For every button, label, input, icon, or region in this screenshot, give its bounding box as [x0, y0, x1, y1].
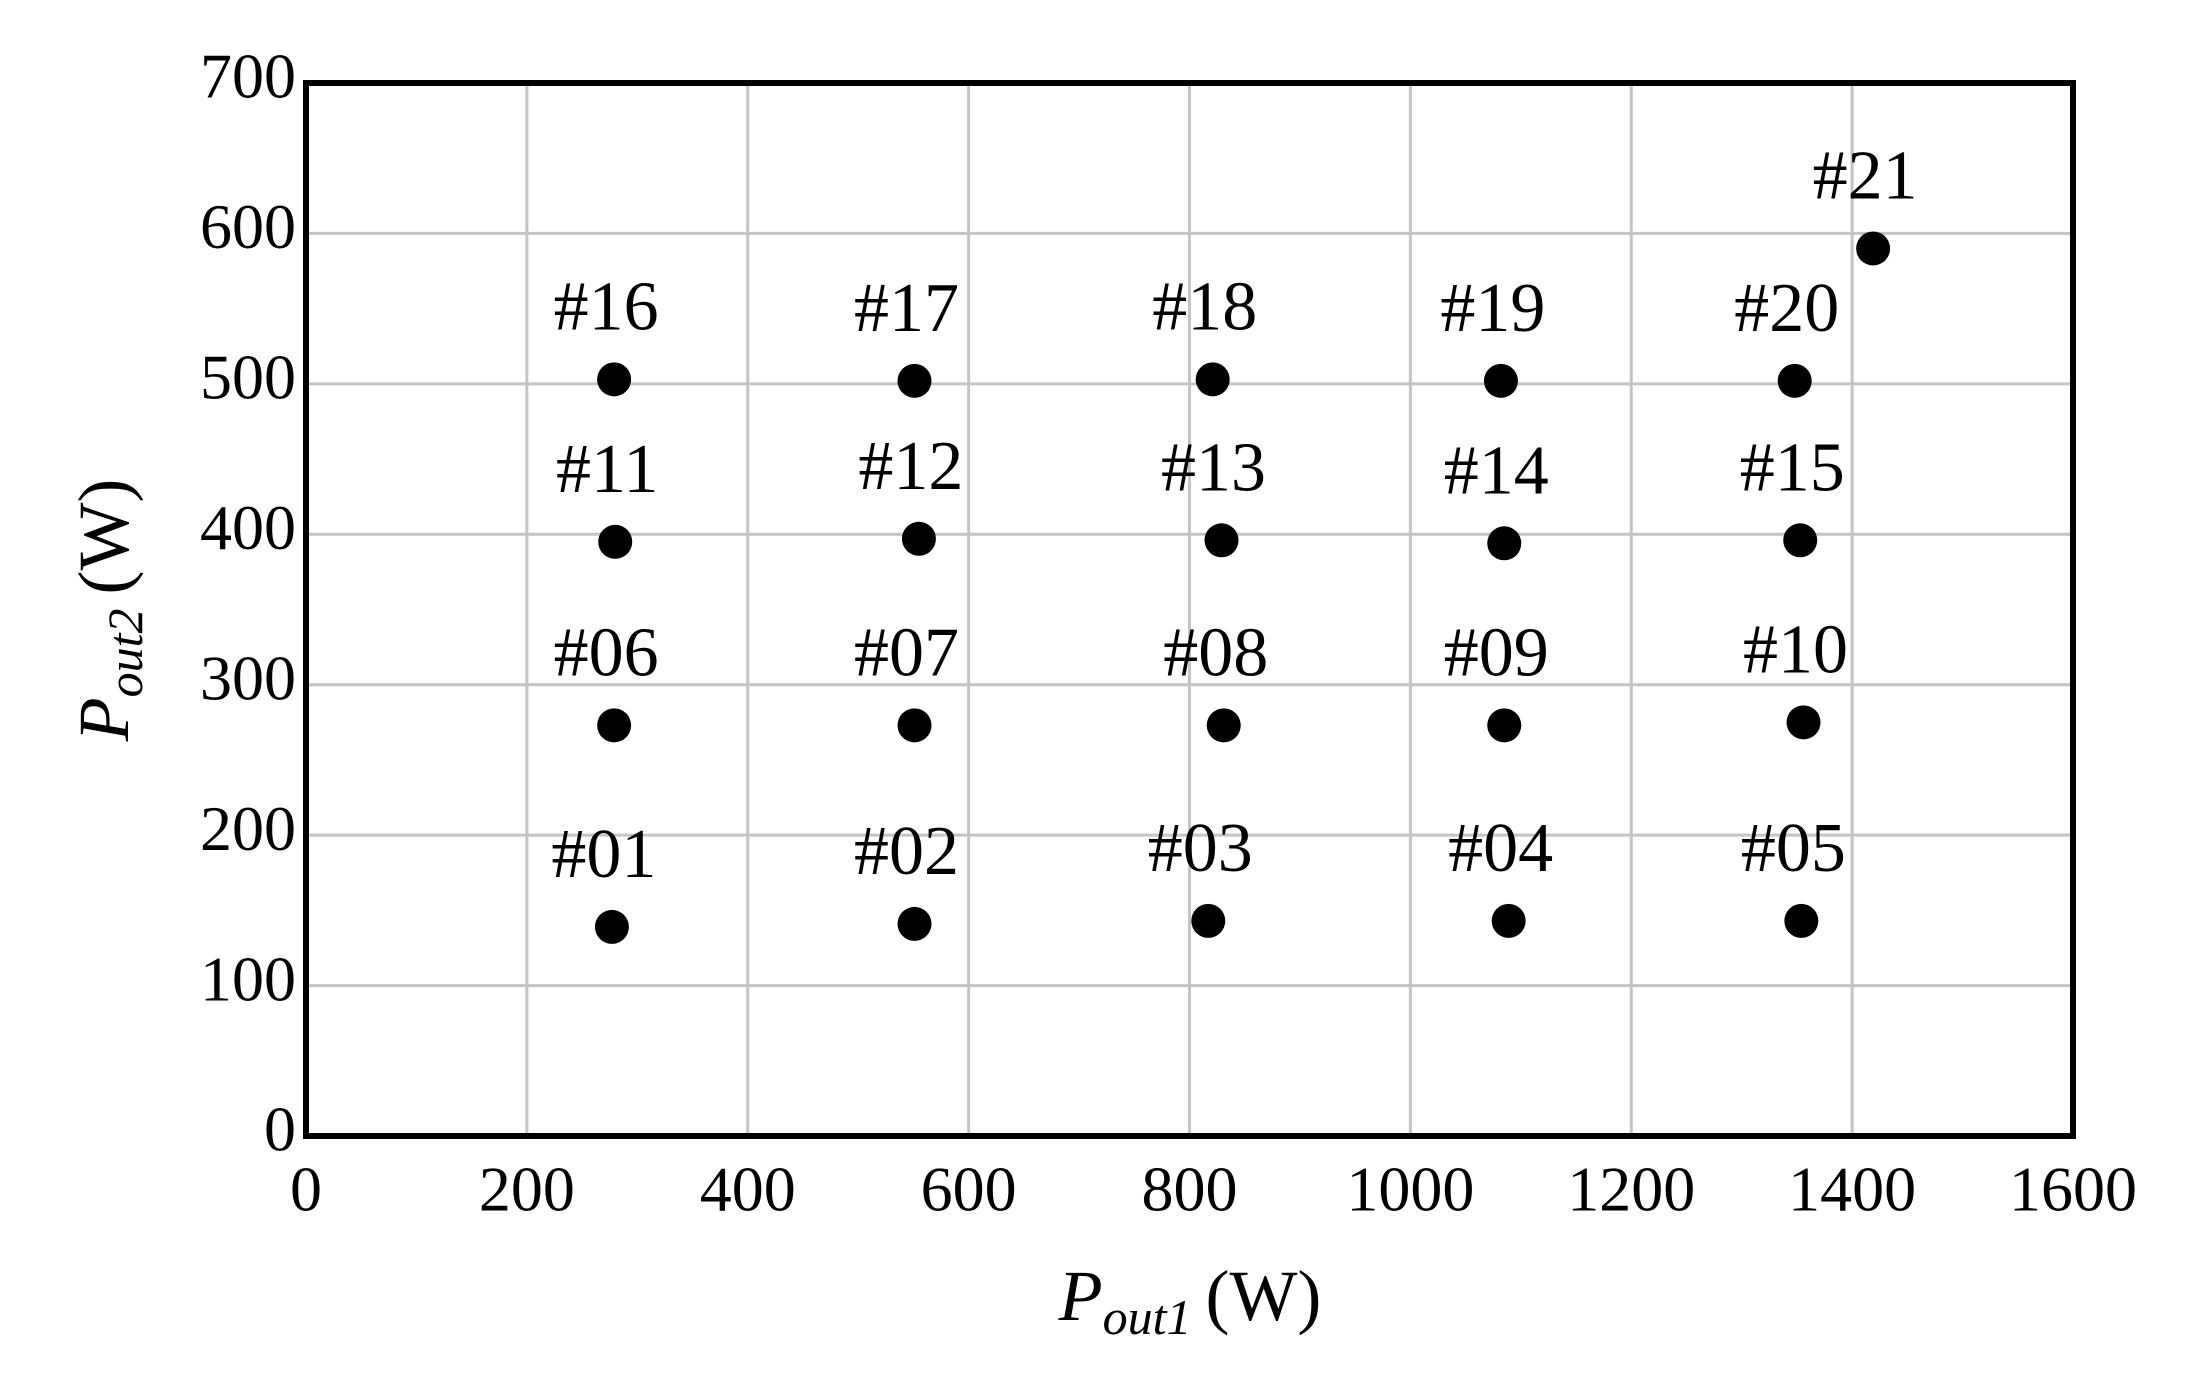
point	[1491, 903, 1526, 938]
point	[1786, 705, 1821, 740]
x-tick-label: 1200	[1567, 1154, 1695, 1225]
point-label: #19	[1440, 270, 1545, 347]
point	[1783, 523, 1818, 558]
x-tick-label: 400	[700, 1154, 796, 1225]
point-label: #07	[854, 614, 959, 691]
y-tick-label: 200	[200, 793, 296, 864]
point	[597, 362, 632, 397]
y-tick-label: 300	[200, 642, 296, 713]
point	[897, 708, 932, 743]
point-label: #15	[1740, 429, 1845, 506]
y-tick-label: 400	[200, 492, 296, 563]
point-label: #18	[1152, 268, 1257, 345]
point-label: #12	[858, 428, 963, 505]
point-label: #10	[1743, 611, 1848, 688]
point-label: #01	[551, 816, 656, 893]
x-tick-label: 600	[921, 1154, 1017, 1225]
point	[594, 909, 629, 944]
x-tick-label: 1600	[2009, 1154, 2137, 1225]
x-tick-label: 0	[290, 1154, 322, 1225]
point	[1206, 708, 1241, 743]
point-label: #02	[854, 813, 959, 890]
point	[598, 524, 633, 559]
point-label: #09	[1444, 614, 1549, 691]
point-label: #03	[1148, 810, 1253, 887]
y-tick-label: 100	[200, 943, 296, 1014]
x-tick-label: 800	[1142, 1154, 1238, 1225]
point-label: #05	[1741, 810, 1846, 887]
point	[1487, 708, 1522, 743]
point-label: #16	[554, 268, 659, 345]
point	[1483, 363, 1518, 398]
point	[897, 363, 932, 398]
point	[1195, 362, 1230, 397]
y-label-unit: (W)	[64, 479, 144, 595]
point	[901, 521, 936, 556]
y-tick-label: 500	[200, 342, 296, 413]
x-tick-label: 1400	[1788, 1154, 1916, 1225]
point-label: #20	[1734, 270, 1839, 347]
plot-frame	[303, 80, 2076, 1139]
x-label-symbol: P	[1058, 1256, 1103, 1336]
point	[1777, 363, 1812, 398]
x-label-unit: (W)	[1205, 1256, 1321, 1336]
point	[1487, 526, 1522, 561]
point	[1784, 903, 1819, 938]
point-label: #06	[554, 614, 659, 691]
point-label: #14	[1444, 432, 1549, 509]
point-label: #21	[1813, 137, 1918, 214]
point-label: #13	[1161, 429, 1266, 506]
y-axis-label: Pout2 (W)	[64, 479, 153, 743]
x-tick-label: 200	[479, 1154, 575, 1225]
point	[897, 906, 932, 941]
point	[1191, 903, 1226, 938]
y-tick-label: 700	[200, 41, 296, 112]
point	[1856, 231, 1891, 266]
point-label: #17	[854, 270, 959, 347]
y-label-symbol: P	[64, 697, 144, 742]
point	[597, 708, 632, 743]
point	[1204, 523, 1239, 558]
point-label: #04	[1448, 810, 1553, 887]
point-label: #11	[556, 431, 658, 508]
y-tick-label: 0	[264, 1094, 296, 1165]
y-tick-label: 600	[200, 191, 296, 262]
x-label-subscript: out1	[1103, 1289, 1192, 1345]
x-axis-label: Pout1 (W)	[1058, 1256, 1322, 1345]
y-label-subscript: out2	[97, 609, 153, 698]
x-tick-label: 1000	[1346, 1154, 1474, 1225]
point-label: #08	[1163, 614, 1268, 691]
